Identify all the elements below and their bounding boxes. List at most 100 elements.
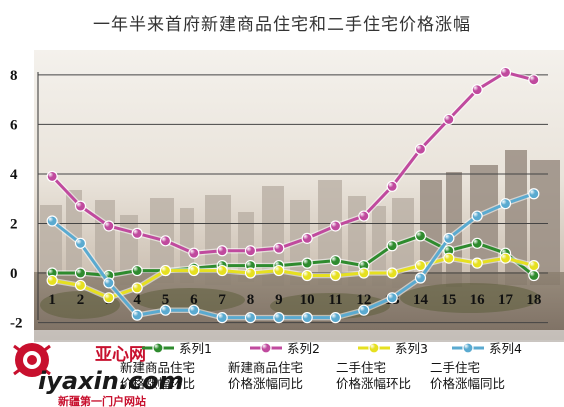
series-4-point <box>46 215 58 227</box>
series-1-point <box>471 237 483 249</box>
series-4-point <box>358 304 370 316</box>
series-2-point <box>301 232 313 244</box>
series-2-point <box>244 245 257 257</box>
series-3-point <box>273 264 285 277</box>
series-4-point <box>216 312 228 324</box>
series-4-point <box>386 292 398 304</box>
series-3-point <box>46 274 58 287</box>
watermark-logo-en: iyaxin.com <box>38 367 184 395</box>
series-2-point <box>46 170 58 183</box>
series-1-point <box>131 264 143 277</box>
x-tick-label: 7 <box>218 292 226 308</box>
series-4-point <box>159 304 172 316</box>
series-2-point <box>159 235 172 247</box>
x-tick-label: 10 <box>300 292 315 308</box>
series-1-point <box>329 255 342 267</box>
series-3-point <box>528 259 540 272</box>
y-tick-label: 8 <box>10 68 18 84</box>
series-2-point <box>329 220 342 232</box>
x-tick-label: 16 <box>470 292 486 308</box>
series-3-point <box>216 264 228 277</box>
series-3-point <box>499 252 512 264</box>
x-tick-label: 9 <box>275 292 283 308</box>
y-tick-label: -2 <box>10 316 23 332</box>
series-3-point <box>386 267 398 279</box>
y-tick-label: 6 <box>10 117 18 133</box>
series-3-point <box>188 264 200 277</box>
watermark-tagline: 新疆第一门户网站 <box>58 394 146 407</box>
series-4-point <box>329 312 342 324</box>
legend-swatch-marker <box>260 342 272 354</box>
legend-series-desc: 价格涨幅同比 <box>430 376 505 391</box>
legend-series-desc: 价格涨幅环比 <box>120 376 195 391</box>
series-1-point <box>74 267 87 279</box>
series-4-point <box>103 277 115 289</box>
legend-series-desc: 新建商品住宅 <box>120 360 195 375</box>
series-2-point <box>358 210 370 222</box>
series-4-point <box>188 304 200 316</box>
series-3-point <box>74 279 87 292</box>
iyaxin-watermark-logo: 亚心网 iyaxin.com 新疆第一门户网站 <box>13 343 184 407</box>
legend-series-name: 系列1 <box>179 341 212 356</box>
series-4-point <box>471 210 483 222</box>
x-tick-label: 11 <box>328 292 342 308</box>
series-2-point <box>103 220 115 232</box>
series-2-point <box>471 84 483 96</box>
x-tick-label: 2 <box>77 292 85 308</box>
city-photo-background <box>0 50 564 407</box>
series-2-point <box>414 143 427 155</box>
x-tick-label: 18 <box>526 292 541 308</box>
series-3-point <box>244 267 257 279</box>
series-2-point <box>74 200 87 212</box>
series-1-point <box>528 269 540 282</box>
x-tick-label: 15 <box>441 292 456 308</box>
series-4 <box>46 188 540 324</box>
y-tick-label: 2 <box>10 216 18 232</box>
x-tick-label: 4 <box>133 292 141 308</box>
x-axis-ticks: 123456789101112131415161718 <box>48 292 541 308</box>
legend-swatch-marker <box>462 342 474 354</box>
y-tick-label: 4 <box>10 167 18 183</box>
series-2-point <box>386 180 398 192</box>
series-3-point <box>443 252 455 264</box>
series-3-point <box>131 282 143 294</box>
series-3-point <box>159 264 172 277</box>
series-3 <box>46 252 540 304</box>
y-axis-ticks: -2 0 2 4 6 8 <box>10 68 23 332</box>
legend-series-desc: 价格涨幅同比 <box>228 376 303 391</box>
x-tick-label: 8 <box>247 292 255 308</box>
series-2-point <box>188 247 200 259</box>
series-1-point <box>414 230 427 242</box>
series-4-point <box>244 312 257 324</box>
series-3-point <box>414 259 427 272</box>
series-3-point <box>301 269 313 282</box>
series-2-point <box>528 74 540 86</box>
legend-series-desc: 新建商品住宅 <box>228 360 303 375</box>
series-2-point <box>216 245 228 257</box>
x-tick-label: 6 <box>190 292 198 308</box>
x-tick-label: 1 <box>48 292 56 308</box>
legend-series-name: 系列4 <box>489 341 522 356</box>
series-4-point <box>301 312 313 324</box>
legend-swatch-marker <box>368 342 380 354</box>
chart-title: 一年半来首府新建商品住宅和二手住宅价格涨幅 <box>93 15 471 35</box>
x-tick-label: 12 <box>356 292 371 308</box>
x-tick-label: 17 <box>498 292 514 308</box>
series-3-point <box>471 257 483 269</box>
series-4-point <box>273 312 285 324</box>
series-layer <box>46 66 540 324</box>
series-4-point <box>528 188 540 200</box>
series-4-point <box>131 309 143 321</box>
series-1-point <box>301 257 313 269</box>
legend-series-desc: 二手住宅 <box>336 360 386 375</box>
series-2-point <box>131 227 143 239</box>
series-1-point <box>386 240 398 252</box>
chart-legend: 系列1新建商品住宅价格涨幅环比系列2新建商品住宅价格涨幅同比系列3二手住宅价格涨… <box>120 341 522 391</box>
watermark-emblem-icon <box>13 343 51 377</box>
series-4-point <box>443 232 455 244</box>
series-4-line <box>51 192 535 320</box>
